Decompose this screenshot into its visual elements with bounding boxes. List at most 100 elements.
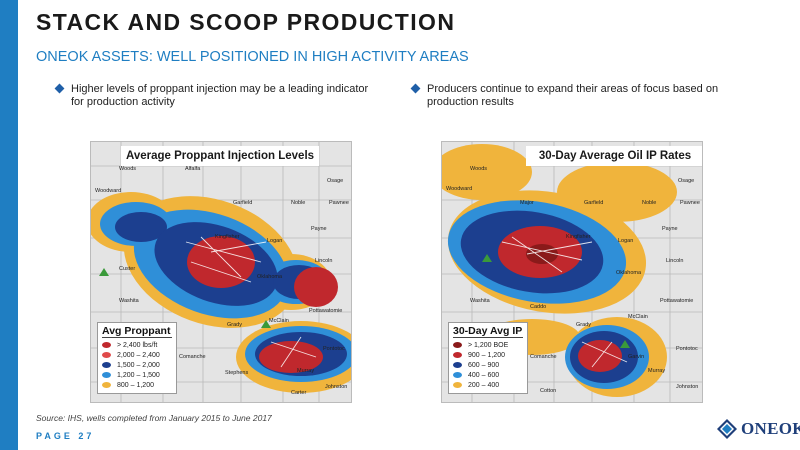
county-label: Caddo [530, 304, 547, 310]
county-label: Lincoln [315, 258, 333, 264]
legend-item: 1,500 – 2,000 [102, 360, 172, 370]
county-label: Pontotoc [676, 346, 698, 352]
legend-title: Avg Proppant [102, 325, 172, 338]
well-lines [185, 236, 317, 368]
legend-item: 400 – 600 [453, 370, 523, 380]
county-label: Kingfisher [566, 234, 591, 240]
county-label: Logan [618, 238, 634, 244]
red-zone-layer [187, 236, 338, 373]
legend-swatch [453, 382, 462, 388]
well-lines [501, 236, 628, 368]
county-label: Johnston [676, 384, 699, 390]
legend-label: 1,200 – 1,500 [117, 371, 160, 379]
legend-swatch [102, 362, 111, 368]
county-label: Alfalfa [185, 166, 201, 172]
legend-swatch [453, 362, 462, 368]
legend-item: 600 – 900 [453, 360, 523, 370]
county-label: Lincoln [666, 258, 684, 264]
page-subtitle: ONEOK ASSETS: WELL POSITIONED IN HIGH AC… [36, 49, 469, 65]
county-label: Garfield [584, 200, 604, 206]
page-number: PAGE 27 [36, 431, 95, 441]
legend-swatch [453, 372, 462, 378]
legend-label: > 2,400 lbs/ft [117, 341, 158, 349]
county-label: Major [520, 200, 534, 206]
legend-label: > 1,200 BOE [468, 341, 509, 349]
county-label: Woodward [95, 188, 122, 194]
county-label: Noble [291, 200, 306, 206]
county-label: Oklahoma [616, 270, 642, 276]
bullet-right: Producers continue to expand their areas… [410, 83, 732, 109]
legend-item: 1,200 – 1,500 [102, 370, 172, 380]
county-label: McClain [269, 318, 289, 324]
proppant-map: Woods Alfalfa Woodward Garfield Noble Os… [90, 141, 352, 403]
proppant-heatmap [91, 142, 351, 402]
legend-swatch [102, 352, 111, 358]
bullet-right-text: Producers continue to expand their areas… [427, 83, 719, 108]
legend-swatch [102, 342, 111, 348]
county-label: Comanche [179, 354, 206, 360]
county-label: Grady [227, 322, 242, 328]
legend-label: 800 – 1,200 [117, 381, 154, 389]
county-label: Carter [291, 390, 307, 396]
county-label: Murray [648, 368, 666, 374]
county-label: Payne [311, 226, 327, 232]
county-label: Washita [119, 298, 139, 304]
legend-label: 2,000 – 2,400 [117, 351, 160, 359]
legend-label: 900 – 1,200 [468, 351, 505, 359]
county-label: Woods [470, 166, 488, 172]
county-label: Pawnee [329, 200, 349, 206]
county-label: Osage [678, 178, 695, 184]
legend-label: 400 – 600 [468, 371, 500, 379]
county-label: Washita [470, 298, 490, 304]
county-label: Cotton [540, 388, 557, 394]
map-legend: Avg Proppant > 2,400 lbs/ft 2,000 – 2,40… [97, 322, 177, 394]
legend-swatch [102, 382, 111, 388]
county-label: Pottawatomie [309, 308, 343, 314]
legend-swatch [102, 372, 111, 378]
legend-item: > 1,200 BOE [453, 340, 523, 350]
county-label: Johnston [325, 384, 348, 390]
source-note: Source: IHS, wells completed from Januar… [36, 413, 272, 423]
legend-item: > 2,400 lbs/ft [102, 340, 172, 350]
map-legend: 30-Day Avg IP > 1,200 BOE 900 – 1,200 60… [448, 322, 528, 394]
county-label: Oklahoma [257, 274, 283, 280]
left-accent-bar [0, 0, 18, 450]
county-label: Woods [119, 166, 137, 172]
page-title: STACK AND SCOOP PRODUCTION [36, 9, 456, 35]
legend-item: 200 – 400 [453, 380, 523, 390]
county-label: McClain [628, 314, 648, 320]
county-label: Kingfisher [215, 234, 240, 240]
county-label: Custer [119, 266, 136, 272]
county-label: Grady [576, 322, 591, 328]
map-title: 30-Day Average Oil IP Rates [526, 146, 702, 166]
legend-label: 200 – 400 [468, 381, 500, 389]
county-label: Pontotoc [323, 346, 345, 352]
logo-text: ONEOK [741, 419, 800, 438]
county-label: Osage [327, 178, 344, 184]
legend-label: 1,500 – 2,000 [117, 361, 160, 369]
legend-item: 900 – 1,200 [453, 350, 523, 360]
oneok-logo: ONEOK [716, 418, 800, 440]
county-label: Stephens [225, 370, 249, 376]
county-label: Noble [642, 200, 657, 206]
legend-label: 600 – 900 [468, 361, 500, 369]
oil-ip-heatmap [442, 142, 702, 402]
county-label: Garfield [233, 200, 253, 206]
county-label: Garvin [628, 354, 645, 360]
county-label: Pawnee [680, 200, 700, 206]
bullet-left-text: Higher levels of proppant injection may … [71, 83, 369, 108]
county-label: Payne [662, 226, 678, 232]
legend-title: 30-Day Avg IP [453, 325, 523, 338]
map-title: Average Proppant Injection Levels [121, 146, 319, 166]
legend-item: 800 – 1,200 [102, 380, 172, 390]
county-label: Woodward [446, 186, 473, 192]
county-label: Comanche [530, 354, 557, 360]
legend-swatch [453, 352, 462, 358]
county-label: Logan [267, 238, 283, 244]
legend-swatch [453, 342, 462, 348]
legend-item: 2,000 – 2,400 [102, 350, 172, 360]
county-label: Murray [297, 368, 315, 374]
bullet-left: Higher levels of proppant injection may … [54, 83, 376, 109]
county-label: Pottawatomie [660, 298, 694, 304]
oil-ip-map: Woods Woodward Major Garfield Noble Osag… [441, 141, 703, 403]
